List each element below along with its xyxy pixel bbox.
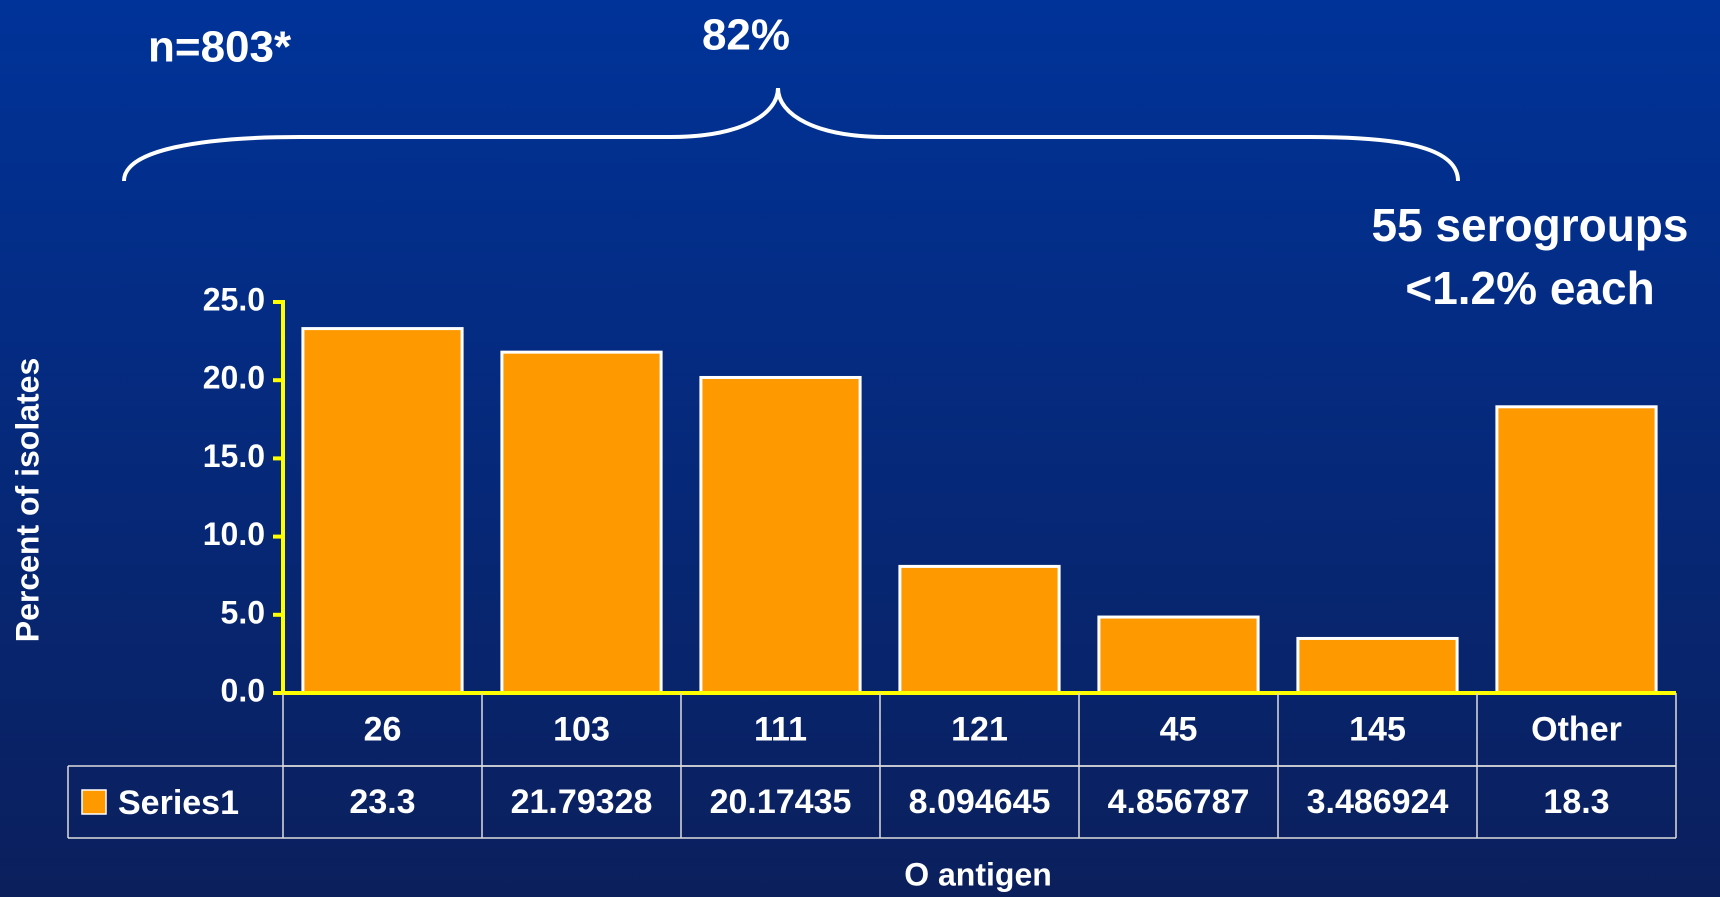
y-tick-label: 0.0 — [221, 672, 265, 708]
x-axis-label: O antigen — [904, 856, 1052, 892]
x-tick-label: 111 — [754, 710, 807, 748]
table-value: 20.17435 — [710, 783, 852, 821]
bar — [1097, 615, 1260, 695]
x-tick-label: Other — [1531, 710, 1622, 748]
x-tick-label: 145 — [1349, 710, 1406, 748]
legend-swatch — [81, 789, 107, 815]
x-tick-label: 121 — [951, 710, 1008, 748]
y-axis-label: Percent of isolates — [9, 358, 45, 643]
bar — [1495, 405, 1658, 695]
table-value: 21.79328 — [511, 783, 653, 821]
y-tick-label: 15.0 — [203, 438, 265, 474]
annotation: <1.2% each — [1405, 262, 1654, 314]
table-value: 3.486924 — [1307, 783, 1449, 821]
annotation: 55 serogroups — [1372, 199, 1689, 251]
bar — [301, 327, 464, 695]
bar — [500, 350, 663, 695]
y-tick-label: 5.0 — [221, 594, 265, 630]
bar — [898, 564, 1061, 695]
brace — [122, 87, 1460, 182]
y-tick-label: 25.0 — [203, 281, 265, 317]
y-tick-label: 10.0 — [203, 516, 265, 552]
bar — [1296, 636, 1459, 695]
x-tick-label: 26 — [364, 710, 402, 748]
y-tick-label: 20.0 — [203, 360, 265, 396]
x-tick-label: 103 — [553, 710, 610, 748]
annotation: n=803* — [148, 23, 292, 72]
legend-label: Series1 — [118, 784, 239, 822]
bar — [699, 375, 862, 695]
table-value: 18.3 — [1543, 783, 1609, 821]
table-value: 23.3 — [349, 783, 415, 821]
table-value: 4.856787 — [1108, 783, 1250, 821]
annotation: 82% — [702, 11, 790, 60]
x-tick-label: 45 — [1160, 710, 1198, 748]
table-value: 8.094645 — [909, 783, 1051, 821]
